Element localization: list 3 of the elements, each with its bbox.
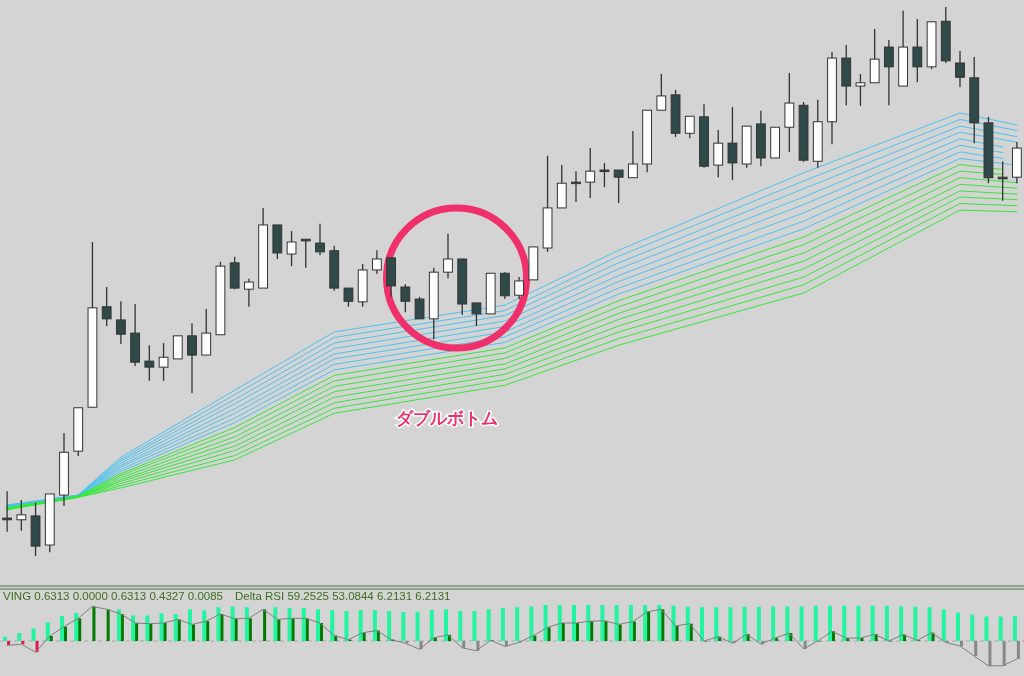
- text: Delta RSI 59.2525 53.0844 6.2131 6.2131: [234, 590, 451, 602]
- annotation: ダブルボトム: [395, 409, 498, 428]
- text: VING 0.6313 0.0000 0.6313 0.4327 0.0085: [3, 590, 223, 602]
